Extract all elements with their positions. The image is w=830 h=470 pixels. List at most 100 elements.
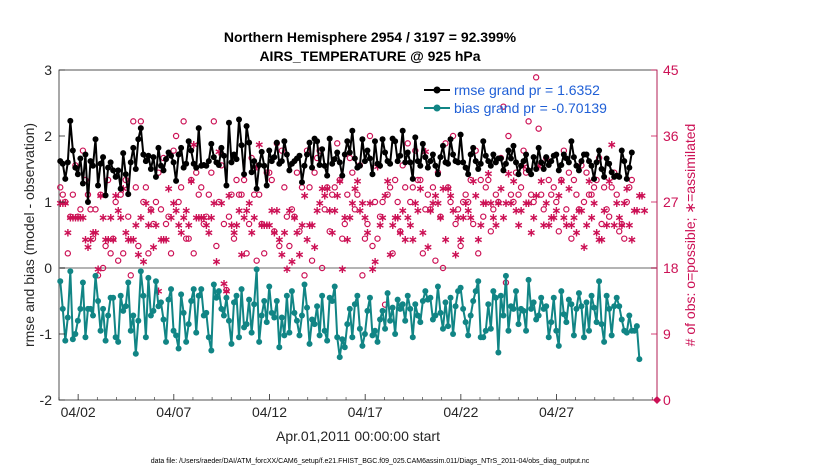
obs-possible-point [366, 132, 374, 140]
rmse-series-point [64, 159, 71, 166]
obs-assimilated-point: ∗ [413, 203, 423, 217]
bias-series-point [392, 331, 399, 337]
obs-possible-point [57, 184, 64, 191]
obs-possible-point [525, 118, 532, 125]
obs-assimilated-point: ∗ [153, 284, 163, 298]
obs-assimilated-point: ∗ [347, 196, 357, 210]
obs-assimilated-point: ∗ [68, 211, 78, 225]
obs-assimilated-point: ∗ [380, 189, 390, 203]
rmse-series-point [220, 152, 227, 159]
rmse-series-point [470, 144, 477, 151]
rmse-series-point [467, 151, 474, 158]
rmse-series-point [225, 119, 232, 126]
rmse-series-point [331, 156, 338, 163]
bias-series-point [238, 286, 245, 293]
bias-series-point [203, 309, 210, 316]
rmse-series-point [321, 162, 328, 169]
obs-assimilated-point: ∗ [619, 196, 629, 210]
bias-series-point [339, 336, 346, 343]
obs-assimilated-point: ∗ [544, 218, 554, 232]
rmse-series-point [155, 144, 162, 151]
obs-possible-point [326, 228, 333, 235]
obs-possible-point [429, 184, 437, 191]
rmse-series-point [487, 162, 494, 169]
rmse-series-point [518, 162, 525, 169]
obs-assimilated-point: ∗ [513, 218, 523, 232]
bias-series-point [502, 272, 509, 279]
rmse-series-point [351, 155, 358, 162]
obs-possible-point [114, 257, 122, 264]
obs-possible-point [283, 213, 291, 220]
bias-series-point [165, 296, 172, 303]
obs-possible-point [492, 191, 500, 198]
obs-assimilated-point: ∗ [453, 211, 463, 225]
obs-possible-point [341, 220, 348, 228]
y-tick-label: -1 [40, 326, 53, 342]
obs-assimilated-point: ∗ [239, 211, 249, 225]
bias-series-point [79, 279, 86, 286]
obs-possible-point [590, 184, 598, 191]
obs-possible-point [150, 220, 157, 228]
obs-assimilated-point: ∗ [106, 211, 116, 225]
rmse-series-point [243, 123, 250, 130]
bias-series-point [316, 332, 323, 339]
obs-possible-point [563, 206, 570, 213]
obs-assimilated-point: ∗ [471, 189, 481, 203]
bias-series-point [190, 286, 197, 293]
obs-assimilated-point: ∗ [521, 196, 531, 210]
obs-assimilated-point: ∗ [90, 225, 100, 239]
bias-series-point [125, 279, 132, 286]
rmse-series-point [482, 152, 489, 159]
bias-series-point [570, 332, 577, 339]
obs-possible-point [573, 191, 580, 198]
bias-series-point [160, 316, 167, 323]
obs-possible-point [490, 206, 497, 213]
rmse-series-point [168, 152, 175, 159]
rmse-series-point [69, 147, 76, 154]
obs-possible-point [107, 250, 114, 257]
bias-series-point [450, 331, 457, 337]
rmse-series-point [324, 172, 331, 179]
rmse-series-point [618, 147, 625, 154]
obs-possible-point [190, 250, 197, 257]
rmse-series-point [84, 199, 91, 205]
bias-series-point [623, 329, 630, 336]
obs-possible-point [276, 242, 283, 250]
bias-series-point [460, 305, 467, 312]
obs-assimilated-point: ∗ [493, 196, 503, 210]
obs-assimilated-point: ∗ [438, 181, 448, 195]
rmse-series-point [422, 154, 429, 161]
rmse-series-point [596, 147, 603, 154]
bias-series-point [611, 303, 618, 310]
obs-assimilated-point: ∗ [216, 196, 226, 210]
obs-possible-point [527, 191, 535, 198]
bias-series-point [512, 288, 519, 295]
obs-assimilated-point: ∗ [55, 196, 65, 210]
obs-possible-point [495, 198, 502, 206]
bias-series-point [467, 312, 474, 319]
obs-possible-point [99, 264, 107, 272]
obs-possible-point [243, 250, 250, 257]
obs-assimilated-point: ∗ [466, 211, 476, 225]
rmse-series-point [427, 158, 434, 165]
rmse-series-point [397, 152, 404, 159]
obs-assimilated-point: ∗ [478, 196, 488, 210]
obs-possible-point [92, 206, 99, 213]
obs-possible-point [240, 176, 248, 184]
rmse-series-point [241, 171, 248, 178]
legend: rmse grand pr = 1.6352 bias grand pr = -… [424, 82, 607, 116]
obs-assimilated-point: ∗ [186, 174, 196, 188]
obs-possible-point [180, 118, 187, 125]
bias-series-point [588, 292, 595, 299]
obs-assimilated-point: ∗ [508, 174, 518, 188]
obs-assimilated-point: ∗ [340, 211, 350, 225]
obs-assimilated-point: ∗ [403, 211, 413, 225]
obs-assimilated-point: ∗ [415, 181, 425, 195]
rmse-series-point [271, 154, 278, 161]
obs-possible-point [505, 132, 512, 140]
bias-series-point [205, 334, 212, 341]
obs-possible-point [198, 184, 205, 191]
rmse-series-point [429, 151, 436, 158]
obs-possible-point [266, 169, 273, 176]
obs-possible-point [469, 220, 477, 228]
